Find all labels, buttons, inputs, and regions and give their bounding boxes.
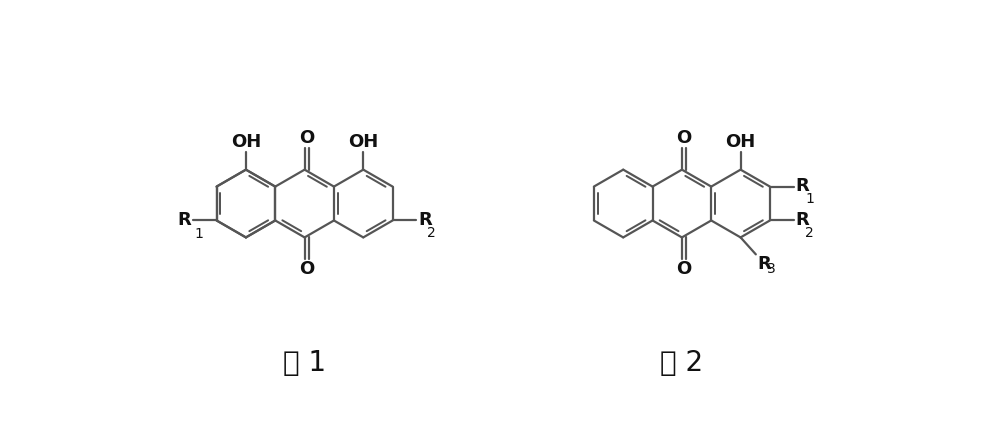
Text: 1: 1: [805, 192, 814, 206]
Text: OH: OH: [231, 133, 261, 151]
Text: 式 2: 式 2: [660, 349, 703, 377]
Text: 1: 1: [194, 227, 203, 241]
Text: O: O: [676, 260, 692, 278]
Text: 3: 3: [767, 262, 775, 276]
Text: O: O: [676, 129, 692, 147]
Text: 2: 2: [427, 226, 436, 240]
Text: R: R: [178, 211, 191, 229]
Text: OH: OH: [348, 133, 378, 151]
Text: R: R: [796, 211, 810, 229]
Text: OH: OH: [725, 133, 756, 151]
Text: R: R: [418, 211, 432, 229]
Text: R: R: [757, 255, 771, 273]
Text: O: O: [299, 260, 314, 278]
Text: R: R: [796, 177, 810, 195]
Text: 2: 2: [805, 226, 814, 240]
Text: 式 1: 式 1: [283, 349, 326, 377]
Text: O: O: [299, 129, 314, 147]
